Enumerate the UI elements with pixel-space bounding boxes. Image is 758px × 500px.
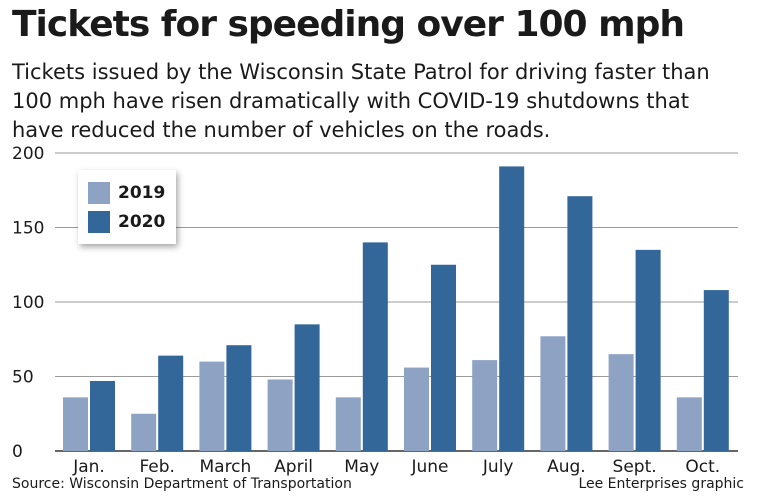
x-tick-label: Aug. [547, 457, 586, 477]
bar-2020-march [226, 345, 252, 451]
legend-label-2020: 2020 [118, 212, 166, 232]
bar-2020-feb [158, 355, 184, 451]
y-tick-label: 50 [12, 368, 34, 388]
x-tick-label: Jan. [72, 457, 105, 477]
x-tick-label: June [410, 457, 448, 477]
bar-2020-april [294, 324, 320, 451]
x-tick-label: April [274, 457, 313, 477]
y-tick-label: 100 [12, 293, 44, 313]
source-note: Source: Wisconsin Department of Transpor… [12, 476, 352, 492]
bar-2019-june [404, 367, 429, 451]
bar-2019-april [267, 379, 293, 451]
x-tick-label: Oct. [685, 457, 720, 477]
x-tick-label: May [344, 457, 379, 477]
credit-note: Lee Enterprises graphic [578, 476, 744, 492]
x-tick-label: Feb. [139, 457, 175, 477]
bar-2019-march [199, 361, 225, 451]
bar-2019-oct [676, 397, 702, 451]
bar-2019-may [335, 397, 361, 451]
legend-item-2020: 2020 [88, 210, 165, 234]
y-tick-label: 0 [12, 442, 23, 462]
bar-2019-sept [608, 354, 634, 451]
x-tick-label: March [199, 457, 251, 477]
bar-2020-may [362, 242, 388, 451]
bar-2020-june [431, 264, 456, 451]
bar-2020-july [499, 166, 525, 451]
x-tick-label: Sept. [613, 457, 657, 477]
y-tick-label: 200 [12, 144, 44, 164]
chart-subtitle: Tickets issued by the Wisconsin State Pa… [12, 60, 710, 142]
bar-2019-aug [540, 336, 566, 451]
bar-2019-feb [131, 413, 157, 451]
bar-2019-jan [63, 397, 88, 451]
legend-item-2019: 2019 [88, 181, 165, 205]
bar-2019-july [472, 360, 498, 451]
bar-2020-jan [90, 380, 115, 451]
bar-2020-aug [567, 196, 593, 451]
legend-swatch-2019 [88, 182, 110, 204]
chart-title: Tickets for speeding over 100 mph [12, 4, 685, 45]
legend-swatch-2020 [88, 211, 110, 233]
bar-2020-sept [635, 249, 661, 451]
bar-2020-oct [703, 290, 729, 451]
legend: 2019 2020 [78, 170, 176, 244]
y-tick-label: 150 [12, 219, 44, 239]
x-tick-label: July [482, 457, 514, 477]
legend-label-2019: 2019 [118, 183, 166, 203]
